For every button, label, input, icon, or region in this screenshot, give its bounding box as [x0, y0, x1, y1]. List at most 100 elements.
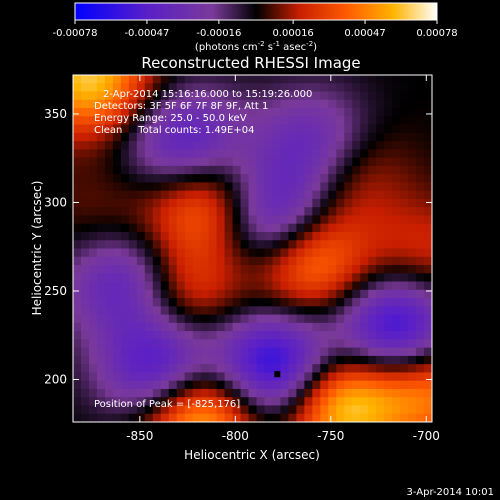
heatmap-cell: [424, 75, 432, 84]
heatmap-cell: [328, 372, 337, 382]
heatmap-cell: [312, 99, 321, 109]
heatmap-cell: [424, 248, 432, 258]
heatmap-cell: [416, 281, 425, 291]
heatmap-cell: [144, 182, 154, 192]
heatmap-cell: [384, 141, 393, 150]
heatmap-cell: [264, 380, 274, 390]
heatmap-cell: [288, 413, 297, 422]
heatmap-cell: [280, 165, 289, 175]
heatmap-cell: [336, 174, 345, 183]
heatmap-cell: [192, 190, 202, 200]
heatmap-cell: [168, 372, 178, 382]
heatmap-cell: [208, 331, 218, 340]
heatmap-cell: [80, 223, 90, 233]
heatmap-cell: [256, 281, 266, 291]
heatmap-cell: [80, 231, 90, 241]
heatmap-cell: [136, 372, 146, 382]
heatmap-cell: [408, 265, 417, 274]
heatmap-cell: [96, 331, 106, 340]
heatmap-cell: [376, 231, 385, 241]
chart-title: Reconstructed RHESSI Image: [141, 54, 360, 72]
heatmap-cell: [208, 149, 218, 159]
heatmap-cell: [360, 306, 369, 316]
heatmap-cell: [336, 149, 345, 159]
heatmap-cell: [336, 413, 345, 422]
heatmap-cell: [416, 182, 425, 192]
heatmap-cell: [144, 256, 154, 266]
heatmap-cell: [248, 339, 258, 349]
heatmap-cell: [104, 347, 114, 357]
heatmap-cell: [112, 223, 122, 233]
heatmap-cell: [304, 207, 313, 217]
heatmap-cell: [144, 198, 154, 208]
heatmap-cell: [304, 405, 313, 415]
heatmap-cell: [344, 289, 353, 299]
heatmap-cell: [304, 75, 313, 84]
heatmap-cell: [312, 388, 321, 398]
heatmap-cell: [73, 265, 82, 274]
heatmap-cell: [336, 157, 345, 167]
heatmap-cell: [248, 331, 258, 340]
heatmap-cell: [360, 314, 369, 324]
heatmap-cell: [320, 347, 329, 357]
heatmap-cell: [368, 347, 377, 357]
heatmap-cell: [264, 265, 274, 274]
heatmap-cell: [248, 149, 258, 159]
heatmap-cell: [240, 83, 250, 93]
heatmap-cell: [104, 132, 114, 142]
heatmap-cell: [416, 339, 425, 349]
heatmap-cell: [144, 141, 154, 150]
heatmap-cell: [384, 108, 393, 117]
heatmap-cell: [392, 306, 401, 316]
heatmap-cell: [112, 108, 122, 117]
heatmap-cell: [344, 240, 353, 250]
heatmap-cell: [256, 298, 266, 307]
heatmap-cell: [184, 231, 194, 241]
heatmap-cell: [73, 248, 82, 258]
heatmap-cell: [160, 314, 170, 324]
heatmap-cell: [168, 75, 178, 84]
heatmap-cell: [248, 223, 258, 233]
y-tick-label: 250: [44, 284, 67, 298]
heatmap-cell: [344, 397, 353, 407]
heatmap-cell: [320, 314, 329, 324]
heatmap-cell: [320, 405, 329, 415]
heatmap-cell: [152, 182, 162, 192]
heatmap-cell: [73, 306, 82, 316]
heatmap-cell: [416, 190, 425, 200]
heatmap-cell: [280, 397, 289, 407]
heatmap-cell: [73, 116, 82, 126]
heatmap-cell: [296, 231, 305, 241]
colorbar-ticks: -0.00078 -0.00047 -0.00016 0.00016 0.00047 0.…: [53, 20, 458, 39]
heatmap-cell: [96, 265, 106, 274]
x-tick-label: -850: [126, 429, 153, 443]
heatmap-cell: [192, 99, 202, 109]
heatmap-cell: [424, 380, 432, 390]
heatmap-cell: [73, 314, 82, 324]
heatmap-cell: [408, 141, 417, 150]
heatmap-cell: [304, 108, 313, 117]
heatmap-cell: [344, 256, 353, 266]
heatmap-cell: [304, 231, 313, 241]
heatmap-cell: [280, 190, 289, 200]
heatmap-cell: [336, 207, 345, 217]
heatmap-cell: [184, 91, 194, 101]
heatmap-cell: [160, 182, 170, 192]
heatmap-cell: [304, 182, 313, 192]
heatmap-cell: [312, 91, 321, 101]
heatmap-cell: [224, 231, 234, 241]
heatmap-cell: [256, 289, 266, 299]
heatmap-cell: [248, 165, 258, 175]
heatmap-cell: [96, 355, 106, 365]
heatmap-cell: [152, 306, 162, 316]
heatmap-cell: [280, 248, 289, 258]
heatmap-cell: [392, 182, 401, 192]
heatmap-cell: [296, 174, 305, 183]
heatmap-cell: [96, 314, 106, 324]
heatmap-cell: [104, 248, 114, 258]
heatmap-cell: [240, 256, 250, 266]
heatmap-cell: [200, 215, 210, 225]
heatmap-cell: [112, 207, 122, 217]
heatmap-cell: [248, 198, 258, 208]
heatmap-cell: [144, 397, 154, 407]
